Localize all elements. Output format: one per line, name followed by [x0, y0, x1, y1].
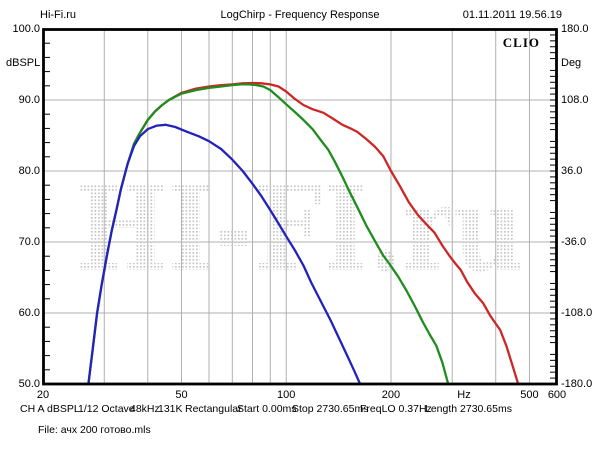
status-item: dBSPL	[47, 403, 80, 415]
tick-label: 80.0	[18, 165, 40, 177]
tick-label: 100.0	[12, 23, 40, 35]
tick-label: 50.0	[18, 378, 40, 390]
status-item: FreqLO 0.37Hz	[360, 403, 432, 415]
watermark-text: HI-FI.ru	[76, 159, 524, 298]
tick-label: Hz	[457, 389, 471, 401]
tick-label: 108.0	[561, 94, 589, 106]
status-item: 48kHz	[130, 403, 160, 415]
status-item: Length 2730.65ms	[425, 403, 512, 415]
file-name-label: File: ачх 200 готово.mls	[38, 424, 151, 436]
axis-minor-ticks	[44, 34, 556, 379]
right-axis-unit: Deg	[561, 57, 582, 69]
tick-label: 20	[36, 389, 50, 401]
status-item: Start 0.00ms	[237, 403, 297, 415]
plot-frame	[42, 28, 558, 386]
status-item: 131K	[158, 403, 183, 415]
status-item: 1/12 Octave	[78, 403, 135, 415]
tick-label: 500	[520, 389, 539, 401]
timestamp: 01.11.2011 19.56.19	[462, 9, 562, 21]
gridlines	[43, 29, 557, 384]
tick-label: -108.0	[561, 307, 593, 319]
tick-label: 60.0	[18, 307, 40, 319]
curve-red	[132, 81, 520, 385]
clio-logo: CLIO	[502, 35, 540, 50]
tick-label: 70.0	[18, 236, 40, 248]
tick-label: -180.0	[561, 378, 593, 390]
tick-label: 100	[277, 389, 296, 401]
status-item: Rectangular	[185, 403, 242, 415]
tick-label: 50	[175, 389, 188, 401]
left-axis-unit: dBSPL	[6, 57, 41, 69]
tick-label: -36.0	[561, 236, 587, 248]
page-title: LogChirp - Frequency Response	[220, 9, 380, 21]
status-item: CH A	[20, 403, 45, 415]
status-item: Stop 2730.65ms	[292, 403, 369, 415]
response-curves	[87, 81, 520, 385]
tick-label: 200	[381, 389, 401, 401]
tick-label: 36.0	[561, 165, 583, 177]
tick-label: 600	[547, 389, 567, 401]
tick-label: 180.0	[561, 23, 589, 35]
site-label: Hi-Fi.ru	[40, 9, 77, 21]
tick-label: 90.0	[18, 94, 40, 106]
curve-blue	[87, 123, 362, 385]
